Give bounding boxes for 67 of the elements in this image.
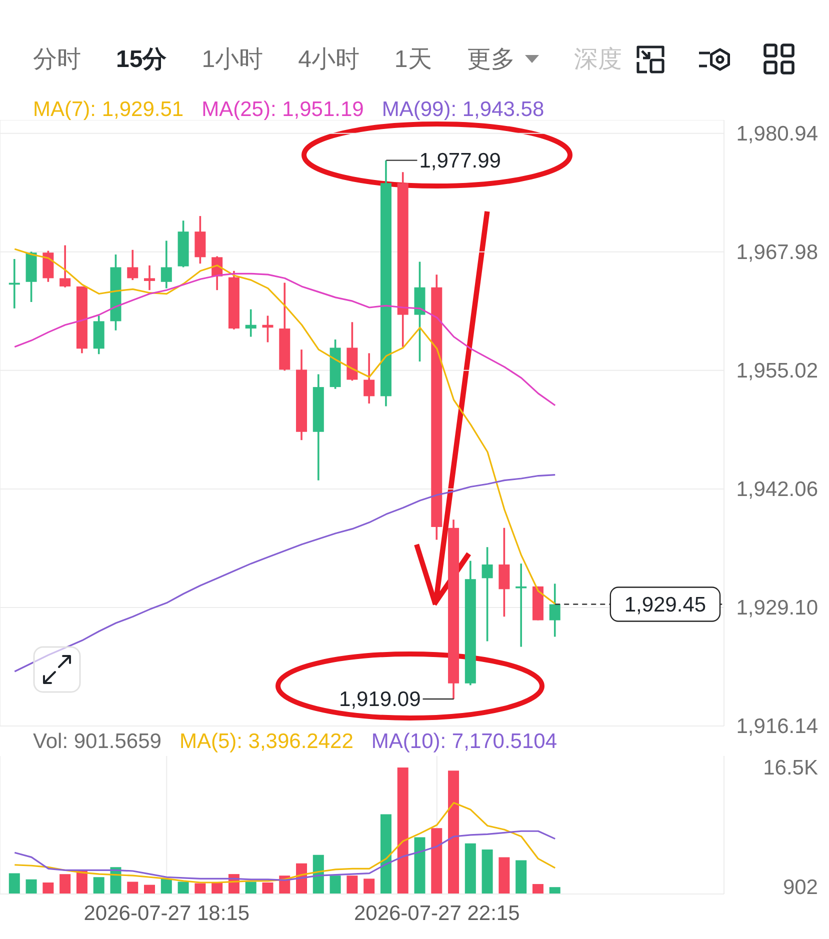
candlestick xyxy=(160,240,172,290)
annotation: 1,919.09 xyxy=(339,688,421,711)
bar xyxy=(76,871,88,894)
text: MA(99): 1,943.58 xyxy=(382,98,544,121)
bar xyxy=(397,768,408,894)
bar xyxy=(330,876,341,894)
line-series xyxy=(14,802,556,884)
bar xyxy=(346,876,358,894)
bar xyxy=(498,857,510,894)
y-tick-label: 1,916.14 xyxy=(736,714,818,738)
bar xyxy=(42,882,54,894)
ref-line-label: 1,929.45 xyxy=(624,592,706,616)
bar xyxy=(262,882,274,894)
y-tick-label: 16.5K xyxy=(763,756,818,779)
y-tick-label: 902 xyxy=(782,876,818,899)
candlestick xyxy=(127,248,138,281)
bar xyxy=(380,814,392,894)
bar xyxy=(144,884,156,894)
bar xyxy=(194,883,206,894)
bar xyxy=(178,882,189,894)
text: 15分 xyxy=(116,45,167,75)
text: MA(5): 3,396.2422 xyxy=(179,730,354,753)
bar xyxy=(160,878,172,894)
candlestick xyxy=(245,308,256,338)
y-tick-label: 1,967.98 xyxy=(736,240,818,264)
text: 更多 xyxy=(466,45,515,75)
text: MA(10): 7,170.5104 xyxy=(371,730,558,753)
candlestick xyxy=(60,244,71,288)
text: 深度 xyxy=(574,45,622,75)
bar xyxy=(532,884,544,894)
y-tick-label: 1,942.06 xyxy=(736,477,818,500)
bar xyxy=(93,877,104,894)
y-tick-label: 1,955.02 xyxy=(736,358,818,382)
bar xyxy=(245,882,256,894)
candlestick xyxy=(549,582,560,638)
bar xyxy=(482,850,493,894)
text: MA(7): 1,929.51 xyxy=(33,98,184,121)
bar xyxy=(364,878,375,894)
text: 4小时 xyxy=(298,45,360,75)
candlestick xyxy=(144,264,156,292)
line-series xyxy=(14,474,556,672)
bar xyxy=(464,843,476,894)
bar xyxy=(414,837,426,894)
bar xyxy=(60,874,71,894)
y-tick-label: 1,980.94 xyxy=(736,122,818,145)
text: 1天 xyxy=(394,45,432,75)
y-tick-label: 1,929.10 xyxy=(736,596,818,619)
candlestick xyxy=(364,352,375,404)
candlestick xyxy=(482,546,493,642)
bar xyxy=(26,879,37,894)
bar xyxy=(8,873,20,894)
x-tick-label: 2026-07-27 18:15 xyxy=(84,902,250,924)
annotation: 1,977.99 xyxy=(419,148,501,172)
text: 分时 xyxy=(33,45,81,75)
bar xyxy=(431,828,442,894)
bar xyxy=(549,887,560,894)
line-series xyxy=(14,830,556,881)
bar xyxy=(448,770,460,894)
text: 1小时 xyxy=(202,45,264,75)
candlestick xyxy=(516,562,527,648)
bar xyxy=(516,860,527,894)
bar xyxy=(127,882,138,894)
text: Vol: 901.5659 xyxy=(33,730,162,753)
x-tick-label: 2026-07-27 22:15 xyxy=(354,902,520,924)
bar xyxy=(312,854,324,894)
text: MA(25): 1,951.19 xyxy=(202,98,364,121)
candlestick xyxy=(262,314,274,344)
